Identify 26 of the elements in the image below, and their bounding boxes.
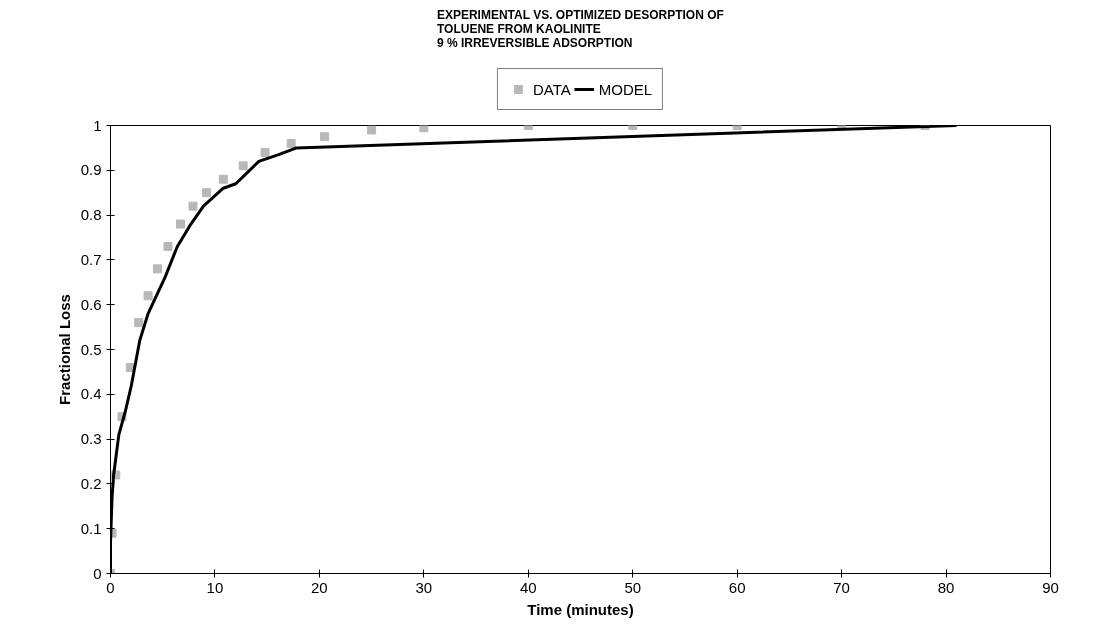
y-tick-label: 0.4 [80, 385, 102, 403]
x-tick-label: 60 [728, 578, 746, 596]
y-tick-label: 0.6 [80, 295, 102, 313]
chart-title: EXPERIMENTAL VS. OPTIMIZED DESORPTION OF TOLUENE FROM KAOLINITE 9 % IRREVERSIBLE ADSORPTION [436, 7, 724, 50]
y-axis-title: Fractional Loss [55, 294, 73, 405]
x-tick-label: 0 [106, 578, 115, 596]
x-tick-label: 70 [833, 578, 850, 596]
y-tick-label: 0.7 [80, 250, 102, 268]
y-tick-label: 0.9 [80, 161, 102, 179]
y-tick-label: 0.8 [80, 206, 102, 224]
y-tick-label: 0.1 [80, 519, 102, 537]
y-tick-label: 0 [93, 564, 102, 582]
x-tick-label: 10 [206, 578, 224, 596]
x-axis-title: Time (minutes) [527, 600, 634, 618]
y-tick-label: 0.5 [80, 340, 102, 358]
y-tick-label: 0.3 [80, 430, 102, 448]
x-tick-label: 20 [311, 578, 328, 596]
x-tick-label: 50 [624, 578, 642, 596]
y-tick-label: 1 [93, 116, 102, 134]
legend-label: MODEL [598, 80, 653, 98]
x-tick-label: 80 [937, 578, 955, 596]
legend-label: DATA [532, 80, 571, 98]
x-tick-label: 40 [519, 578, 537, 596]
x-tick-label: 90 [1042, 578, 1059, 596]
y-tick-label: 0.2 [80, 474, 102, 492]
x-tick-label: 30 [415, 578, 433, 596]
